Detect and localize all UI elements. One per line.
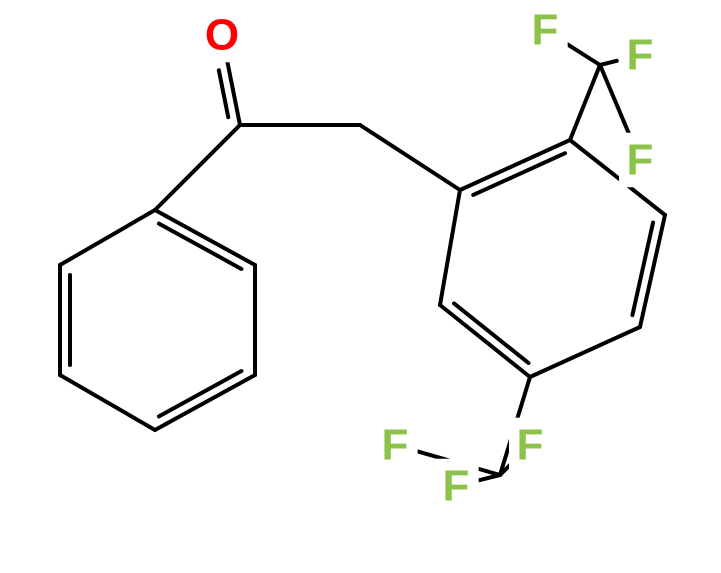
fluorine-atom-label: F xyxy=(532,6,559,55)
fluorine-atom-label: F xyxy=(627,31,654,80)
bond xyxy=(473,153,565,195)
bond xyxy=(159,224,241,269)
fluorine-atom-label: F xyxy=(443,462,470,511)
bond xyxy=(159,371,241,416)
bond xyxy=(219,70,228,117)
fluorine-atom-label: F xyxy=(382,421,409,470)
bond xyxy=(155,125,240,210)
molecule-diagram: OFFFFFF xyxy=(0,0,721,573)
oxygen-atom-label: O xyxy=(205,11,239,60)
bond xyxy=(440,305,530,377)
bond xyxy=(155,375,255,430)
fluorine-atom-label: F xyxy=(627,136,654,185)
bond xyxy=(60,210,155,265)
bond xyxy=(570,65,600,140)
bond xyxy=(479,475,500,480)
bond xyxy=(360,125,460,190)
bond xyxy=(155,210,255,265)
bond xyxy=(600,61,617,65)
bond xyxy=(530,327,640,377)
fluorine-atom-label: F xyxy=(517,421,544,470)
bond xyxy=(460,140,570,190)
bond xyxy=(440,190,460,305)
bond xyxy=(565,43,600,65)
bond xyxy=(454,303,528,363)
bond xyxy=(60,375,155,430)
bond xyxy=(632,223,653,315)
